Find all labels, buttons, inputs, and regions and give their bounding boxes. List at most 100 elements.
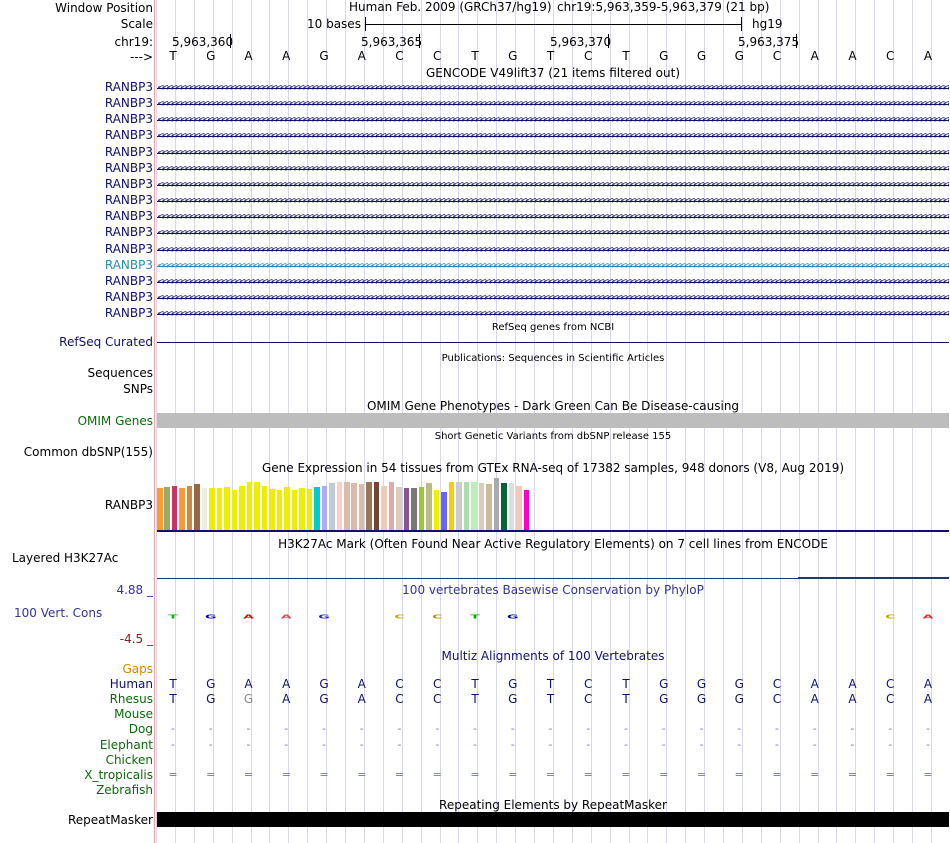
dbsnp-title[interactable]: Short Genetic Variants from dbSNP releas… [434,431,672,442]
gtex-tissue-bar[interactable] [246,482,253,530]
gencode-transcript-label[interactable]: RANBP3 [104,225,153,240]
publications-title[interactable]: Publications: Sequences in Scientific Ar… [441,353,665,364]
gtex-tissue-bar[interactable] [291,490,298,530]
gencode-transcript-line[interactable] [157,297,949,299]
gtex-tissue-bar[interactable] [284,486,290,530]
gencode-transcript-label[interactable]: RANBP3 [104,241,153,256]
gtex-tissue-bar[interactable] [261,485,268,530]
publications-sequences-label[interactable]: Sequences [87,366,153,380]
h3k27ac-title[interactable]: H3K27Ac Mark (Often Found Near Active Re… [278,537,828,551]
gtex-tissue-bar[interactable] [201,488,208,530]
gtex-tissue-bar[interactable] [231,490,238,530]
gencode-title[interactable]: GENCODE V49lift37 (21 items filtered out… [425,66,680,80]
multiz-species-label[interactable]: Mouse [114,707,153,722]
gtex-tissue-bar[interactable] [306,489,313,530]
gtex-tissue-bar[interactable] [426,483,432,530]
gencode-transcript-line[interactable] [157,265,949,267]
gencode-transcript-line[interactable] [157,233,949,235]
gtex-tissue-bar[interactable] [441,491,447,530]
gtex-tissue-bar[interactable] [448,482,455,530]
omim-feature[interactable] [157,413,949,428]
gencode-transcript-label[interactable]: RANBP3 [104,289,153,304]
repeatmasker-label[interactable]: RepeatMasker [67,813,153,827]
gtex-tissue-bar[interactable] [164,486,170,530]
gtex-tissue-bar[interactable] [493,478,500,530]
gtex-title[interactable]: Gene Expression in 54 tissues from GTEx … [261,461,845,475]
gencode-transcript-line[interactable] [157,184,949,186]
gencode-transcript-label[interactable]: RANBP3 [104,273,153,288]
window-position[interactable]: chr19:5,963,359-5,963,379 (21 bp) [557,0,770,14]
refseq-title[interactable]: RefSeq genes from NCBI [491,322,615,333]
gtex-tissue-bar[interactable] [209,488,215,530]
gencode-transcript-line[interactable] [157,249,949,251]
gtex-tissue-bar[interactable] [194,484,200,530]
gtex-tissue-bar[interactable] [463,482,470,530]
gtex-tissue-bar[interactable] [179,488,185,530]
gtex-tissue-bar[interactable] [299,488,305,530]
gtex-tissue-bar[interactable] [276,490,283,530]
gencode-transcript-line[interactable] [157,281,949,283]
gencode-transcript-line[interactable] [157,104,949,106]
dbsnp-label[interactable]: Common dbSNP(155) [23,445,153,459]
gencode-transcript-label[interactable]: RANBP3 [104,306,153,321]
gtex-tissue-bar[interactable] [381,485,387,530]
gtex-tissue-bar[interactable] [186,485,193,530]
gtex-tissue-bar[interactable] [358,484,365,530]
gencode-transcript-line[interactable] [157,120,949,122]
gtex-tissue-bar[interactable] [411,488,417,530]
multiz-species-label[interactable]: Chicken [105,752,153,767]
gtex-tissue-bar[interactable] [216,488,223,530]
gtex-tissue-bar[interactable] [373,482,380,530]
gtex-tissue-bar[interactable] [366,482,372,530]
gencode-transcript-line[interactable] [157,217,949,219]
multiz-species-label[interactable]: Elephant [99,737,153,752]
refseq-label[interactable]: RefSeq Curated [59,335,153,349]
gencode-transcript-line[interactable] [157,201,949,203]
gtex-tissue-bar[interactable] [403,488,410,530]
gtex-tissue-bar[interactable] [478,483,485,530]
gencode-transcript-label[interactable]: RANBP3 [104,257,153,272]
gtex-tissue-bar[interactable] [254,482,260,530]
multiz-title[interactable]: Multiz Alignments of 100 Vertebrates [441,649,665,663]
phylop-title[interactable]: 100 vertebrates Basewise Conservation by… [402,583,704,597]
gtex-tissue-bar[interactable] [336,482,343,530]
omim-label[interactable]: OMIM Genes [77,414,153,428]
repeatmasker-title[interactable]: Repeating Elements by RepeatMasker [439,798,667,812]
gtex-tissue-bar[interactable] [269,489,275,530]
gtex-tissue-bar[interactable] [157,488,163,530]
gtex-tissue-bar[interactable] [508,483,515,530]
gtex-tissue-bar[interactable] [433,490,440,530]
gtex-tissue-bar[interactable] [239,485,245,530]
gtex-tissue-bar[interactable] [486,484,492,530]
omim-title[interactable]: OMIM Gene Phenotypes - Dark Green Can Be… [366,399,740,413]
multiz-species-label[interactable]: Rhesus [109,692,153,707]
gencode-transcript-label[interactable]: RANBP3 [104,96,153,111]
gtex-tissue-bar[interactable] [523,490,530,530]
gtex-label[interactable]: RANBP3 [104,498,153,512]
gtex-tissue-bar[interactable] [329,483,335,530]
gencode-transcript-label[interactable]: RANBP3 [104,176,153,191]
publications-snps-label[interactable]: SNPs [123,382,153,396]
gtex-tissue-bar[interactable] [224,486,230,530]
gencode-transcript-line[interactable] [157,136,949,138]
gencode-transcript-label[interactable]: RANBP3 [104,193,153,208]
gtex-tissue-bar[interactable] [388,482,395,530]
gtex-tissue-bar[interactable] [321,485,328,530]
repeatmasker-feature[interactable] [157,812,949,827]
gtex-tissue-bar[interactable] [501,483,507,530]
multiz-species-label[interactable]: Dog [128,722,153,737]
gencode-transcript-label[interactable]: RANBP3 [104,112,153,127]
gtex-tissue-bar[interactable] [516,485,522,530]
h3k27ac-label[interactable]: Layered H3K27Ac [12,551,119,565]
multiz-species-label[interactable]: Zebrafish [96,783,153,798]
gencode-transcript-label[interactable]: RANBP3 [104,80,153,94]
gencode-transcript-line[interactable] [157,168,949,170]
gencode-transcript-label[interactable]: RANBP3 [104,209,153,224]
multiz-species-label[interactable]: X_tropicalis [84,767,153,782]
gencode-transcript-label[interactable]: RANBP3 [104,128,153,143]
gencode-transcript-label[interactable]: RANBP3 [104,160,153,175]
gtex-tissue-bar[interactable] [418,486,425,530]
gencode-transcript-line[interactable] [157,88,949,89]
gencode-transcript-label[interactable]: RANBP3 [104,144,153,159]
gencode-transcript-line[interactable] [157,152,949,154]
